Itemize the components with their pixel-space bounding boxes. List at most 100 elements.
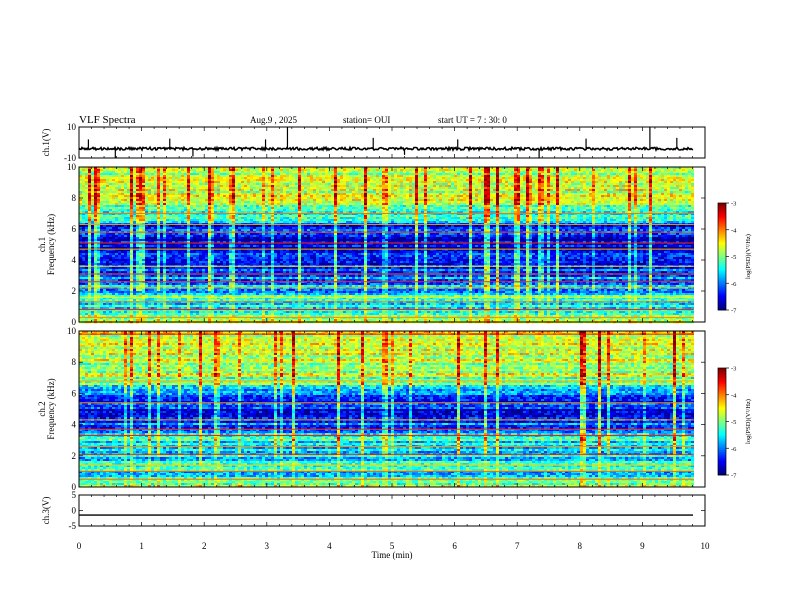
ch1-spectrogram-cell (289, 179, 292, 181)
ch1-spectrogram-cell (562, 187, 565, 189)
ch1-spectrogram-cell (322, 185, 325, 187)
ch1-spectrogram-cell (133, 169, 136, 171)
ch1-spectrogram-cell (304, 185, 307, 187)
ch1-spectrogram-cell (190, 205, 193, 207)
ch1-spectrogram-cell (157, 183, 160, 185)
ch1-spectrogram-cell (430, 201, 433, 203)
ch1-spectrogram-cell (145, 205, 148, 207)
ch1-spectrogram-cell (508, 195, 511, 197)
ch1-spectrogram-cell (457, 179, 460, 181)
ch1-spectrogram-cell (562, 173, 565, 175)
ch1-spectrogram-cell (424, 191, 427, 193)
ch1-spectrogram-cell (124, 179, 127, 181)
ch1-spectrogram-cell (595, 189, 598, 191)
ch1-spectrogram-cell (127, 197, 130, 199)
ch1-spectrogram-cell (130, 171, 133, 173)
ch1-spectrogram-cell (364, 181, 367, 183)
ch1-spectrogram-cell (415, 191, 418, 193)
ch1-spectrogram-cell (469, 191, 472, 193)
ch1-spectrogram-cell (343, 205, 346, 207)
ch1-spectrogram-cell (445, 187, 448, 189)
ch1-spectrogram-cell (571, 181, 574, 183)
ch1-spectrogram-cell (106, 179, 109, 181)
ch1-spectrogram-cell (550, 177, 553, 179)
ch1-spectrogram-cell (466, 171, 469, 173)
ch1-spectrogram-cell (106, 187, 109, 189)
ch1-spectrogram-cell (649, 201, 652, 203)
ch1-spectrogram-cell (598, 187, 601, 189)
ch1-spectrogram-cell (535, 191, 538, 193)
ch1-spectrogram-cell (187, 185, 190, 187)
ch1-spectrogram-cell (133, 201, 136, 203)
ch1-spectrogram-cell (190, 187, 193, 189)
ch1-spectrogram-cell (400, 203, 403, 205)
ch1-spectrogram-cell (664, 183, 667, 185)
ch1-spectrogram-cell (232, 173, 235, 175)
ch1-spectrogram-cell (481, 201, 484, 203)
ch1-spectrogram-cell (661, 191, 664, 193)
ch1-spectrogram-cell (328, 197, 331, 199)
ch1-spectrogram-cell (106, 173, 109, 175)
ch1-spectrogram-cell (601, 197, 604, 199)
ch1-spectrogram-cell (364, 169, 367, 171)
ch1-spectrogram-cell (649, 179, 652, 181)
ch1-spectrogram-cell (637, 181, 640, 183)
ch1-spectrogram-cell (157, 195, 160, 197)
ch1-spectrogram-cell (376, 187, 379, 189)
ch1-spectrogram-cell (328, 187, 331, 189)
ch1-spectrogram-cell (364, 189, 367, 191)
ch1-spectrogram-cell (637, 183, 640, 185)
ch1-spectrogram-cell (604, 199, 607, 201)
ch1-spectrogram-cell (202, 185, 205, 187)
ch1-spectrogram-cell (106, 189, 109, 191)
ch1-spectrogram-cell (547, 203, 550, 205)
ch1-spectrogram-cell (367, 197, 370, 199)
ch1-spectrogram-cell (487, 183, 490, 185)
ch1-spectrogram-cell (670, 191, 673, 193)
ch1-spectrogram-cell (211, 183, 214, 185)
ch1-spectrogram-cell (433, 175, 436, 177)
ch1-spectrogram-cell (235, 177, 238, 179)
ch1-spectrogram-cell (187, 173, 190, 175)
ch1-spectrogram-cell (445, 183, 448, 185)
ch1-spectrogram-cell (160, 201, 163, 203)
ch1-spectrogram-cell (187, 197, 190, 199)
ch1-spectrogram-cell (463, 177, 466, 179)
ch1-spectrogram-cell (190, 169, 193, 171)
ch1-spectrogram-cell (580, 191, 583, 193)
ch1-spectrogram-cell (181, 193, 184, 195)
ch1-spectrogram-cell (118, 199, 121, 201)
ch1-spectrogram-cell (364, 191, 367, 193)
ch1-spectrogram-cell (259, 199, 262, 201)
ch1-spectrogram-cell (589, 195, 592, 197)
ch1-spectrogram-cell (385, 201, 388, 203)
ch1-spectrogram-cell (466, 195, 469, 197)
ch1-spectrogram-cell (625, 171, 628, 173)
ch1-spectrogram-cell (403, 173, 406, 175)
ch1-spectrogram-cell (226, 197, 229, 199)
ch1-spectrogram-cell (655, 203, 658, 205)
ch1-spectrogram-cell (511, 183, 514, 185)
ch1-spectrogram-cell (430, 187, 433, 189)
ch1-spectrogram-cell (559, 181, 562, 183)
ch1-spectrogram-cell (580, 169, 583, 171)
ch1-spectrogram-cell (658, 203, 661, 205)
ch1-spectrogram-cell (553, 183, 556, 185)
ch1-spectrogram-cell (358, 187, 361, 189)
ch1-spectrogram-cell (211, 187, 214, 189)
ch1-spectrogram-cell (451, 189, 454, 191)
ch1-spectrogram-cell (520, 179, 523, 181)
ch1-spectrogram-cell (619, 187, 622, 189)
ch1-spectrogram-cell (511, 185, 514, 187)
ch1-spectrogram-cell (445, 185, 448, 187)
ch1-spectrogram-cell (250, 175, 253, 177)
ch1-spectrogram-cell (607, 179, 610, 181)
ch1-spectrogram-cell (223, 181, 226, 183)
ch1-spectrogram-cell (646, 171, 649, 173)
ch1-spectrogram-cell (427, 197, 430, 199)
ch1-spectrogram-cell (109, 205, 112, 207)
ch1-spectrogram-cell (640, 205, 643, 207)
ch1-spectrogram-cell (481, 199, 484, 201)
ch1-spectrogram-cell (679, 201, 682, 203)
ch1-spectrogram-cell (427, 201, 430, 203)
